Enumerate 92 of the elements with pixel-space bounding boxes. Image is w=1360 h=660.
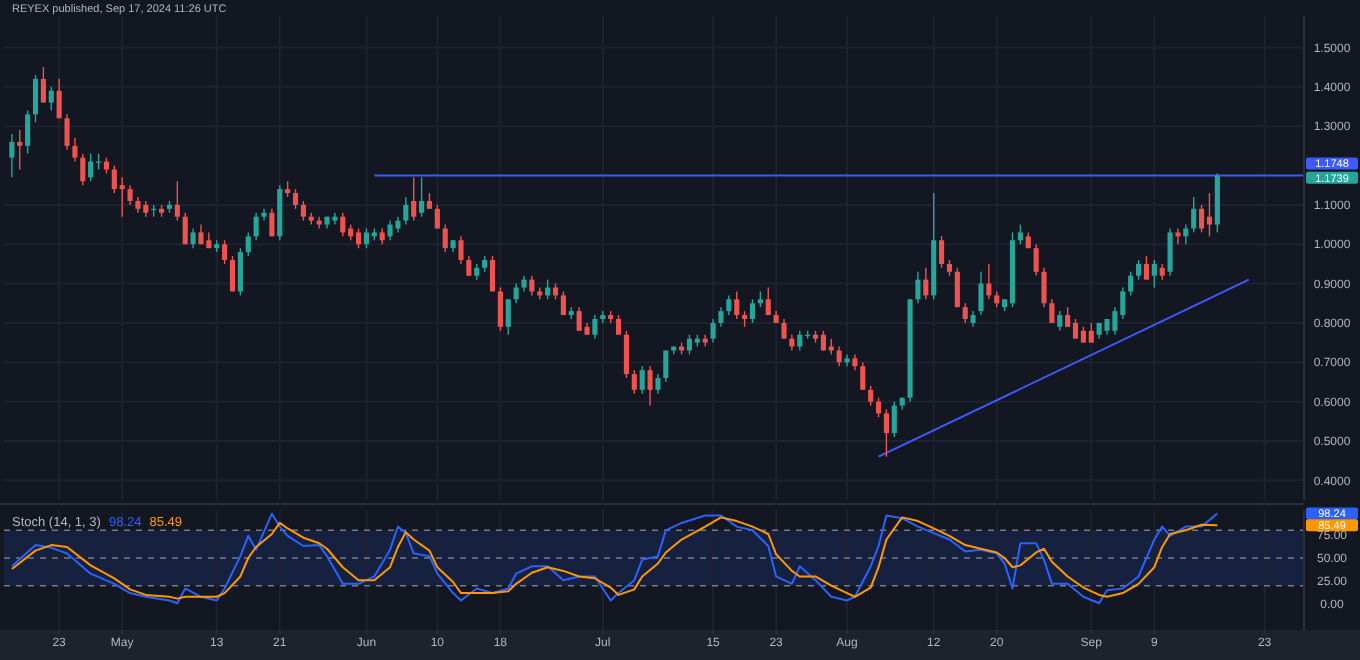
candlestick — [9, 133, 15, 179]
candlestick — [647, 365, 653, 407]
candlestick — [655, 373, 661, 395]
candlestick — [88, 153, 94, 182]
candlestick — [229, 255, 236, 293]
candlestick — [781, 318, 787, 340]
candlestick — [686, 334, 693, 356]
candlestick — [1191, 196, 1197, 234]
candlestick — [269, 208, 275, 238]
candlestick — [174, 180, 180, 222]
candlestick — [419, 176, 425, 218]
candlestick — [836, 345, 842, 367]
candlestick — [797, 330, 803, 352]
candlestick — [489, 255, 496, 293]
candlestick — [1199, 204, 1205, 234]
candlestick — [1057, 310, 1063, 332]
candlestick — [1135, 259, 1142, 281]
candlestick — [844, 353, 850, 367]
candlestick — [190, 227, 196, 249]
candlestick — [592, 314, 598, 340]
candlestick — [868, 385, 874, 407]
candlestick — [1088, 322, 1094, 344]
candlestick — [765, 286, 771, 316]
candlestick — [1183, 223, 1189, 245]
candlestick — [340, 212, 346, 238]
candlestick — [111, 164, 117, 194]
candlestick — [300, 200, 306, 222]
candlestick — [954, 267, 960, 308]
candlestick — [891, 400, 897, 438]
candlestick — [245, 231, 251, 257]
candlestick — [639, 365, 645, 395]
candlestick — [1167, 227, 1173, 277]
candlestick — [986, 263, 992, 301]
candlestick — [261, 208, 267, 222]
candlestick — [332, 212, 338, 226]
candlestick — [718, 306, 724, 328]
candlestick — [710, 318, 716, 344]
candlestick — [466, 255, 472, 277]
candlestick — [48, 86, 54, 112]
candlestick — [1017, 223, 1023, 245]
candlestick — [915, 271, 921, 304]
candlestick — [1128, 271, 1134, 297]
candlestick — [72, 137, 78, 163]
candlestick — [631, 369, 637, 395]
candlestick — [1049, 298, 1055, 324]
candlestick — [119, 176, 125, 218]
candlestick — [127, 184, 133, 206]
candlestick — [1041, 267, 1047, 308]
candlestick — [25, 109, 31, 155]
candlestick — [663, 349, 669, 383]
candlestick — [883, 408, 889, 458]
candlestick — [17, 129, 23, 171]
candlestick — [363, 227, 369, 249]
candlestick — [923, 267, 929, 301]
candlestick — [56, 78, 62, 120]
candlestick — [40, 66, 46, 104]
candlestick — [860, 361, 866, 391]
candlestick — [497, 286, 503, 332]
candlestick — [875, 396, 882, 419]
candlestick — [64, 113, 70, 151]
candlestick — [1175, 227, 1181, 245]
candlestick — [403, 196, 409, 226]
candlestick — [182, 212, 188, 245]
candlestick — [623, 330, 629, 379]
candlestick — [734, 290, 740, 320]
candlestick — [939, 235, 945, 269]
candlestick — [749, 298, 756, 324]
candlestick — [576, 306, 582, 332]
candlestick — [237, 247, 243, 297]
candlestick — [726, 294, 732, 316]
candlestick — [253, 212, 259, 241]
candlestick — [962, 302, 968, 324]
candlestick — [529, 275, 535, 297]
candlestick — [978, 271, 984, 316]
candlestick — [32, 74, 39, 123]
candlestick — [505, 298, 511, 336]
candlestick — [1151, 259, 1157, 289]
candlestick — [80, 153, 86, 186]
candlestick — [1206, 192, 1213, 238]
candlestick — [411, 176, 417, 222]
candlestick — [1033, 243, 1039, 277]
candlestick — [442, 223, 448, 253]
candlestick — [615, 314, 622, 336]
candlestick — [513, 282, 519, 304]
candlestick — [1072, 318, 1079, 340]
candlestick — [387, 219, 393, 241]
candlestick — [277, 184, 283, 241]
candlestick — [292, 188, 299, 210]
candlestick — [222, 239, 228, 265]
candlestick — [355, 227, 362, 249]
candlestick — [458, 235, 464, 265]
candlestick — [1143, 255, 1149, 281]
